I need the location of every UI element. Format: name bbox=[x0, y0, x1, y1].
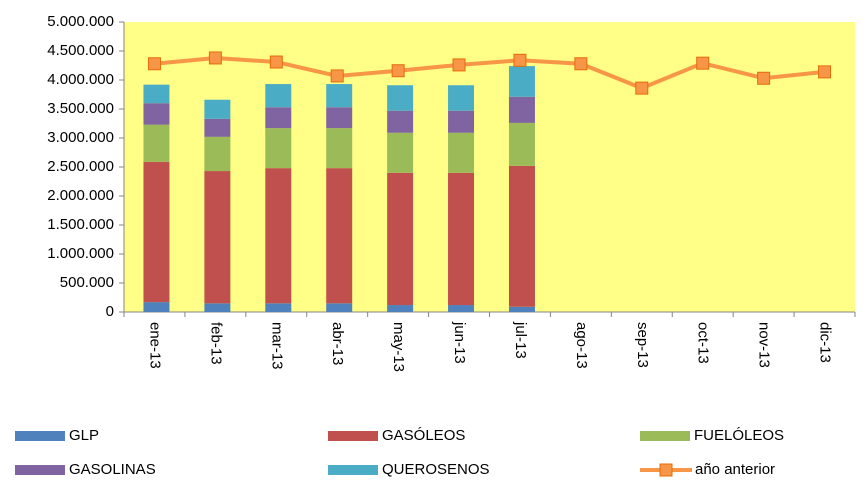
bar-segment bbox=[448, 172, 475, 306]
y-tick-label: 5.000.000 bbox=[47, 13, 114, 30]
bar-segment bbox=[387, 85, 414, 111]
line-marker bbox=[330, 69, 344, 83]
bar-segment bbox=[204, 171, 231, 304]
legend-label: FUELÓLEOS bbox=[694, 427, 784, 444]
legend-label: año anterior bbox=[695, 461, 775, 478]
bar-segment bbox=[387, 110, 414, 133]
bar-segment bbox=[204, 303, 231, 312]
bar-segment bbox=[204, 99, 231, 119]
y-tick-label: 3.500.000 bbox=[47, 100, 114, 117]
y-tick-label: 4.000.000 bbox=[47, 71, 114, 88]
line-marker bbox=[147, 57, 161, 71]
bar-segment bbox=[326, 303, 353, 312]
bar-segment bbox=[387, 172, 414, 306]
legend-label: QUEROSENOS bbox=[382, 461, 490, 478]
line-marker bbox=[513, 53, 527, 67]
y-tick-label: 2.500.000 bbox=[47, 158, 114, 175]
legend-marker bbox=[659, 463, 673, 477]
bar-segment bbox=[143, 103, 170, 125]
legend-swatch bbox=[15, 431, 65, 441]
bar-segment bbox=[265, 303, 292, 312]
bar-segment bbox=[448, 305, 475, 312]
line-marker bbox=[452, 58, 466, 72]
bar-segment bbox=[326, 107, 353, 129]
legend-swatch bbox=[15, 465, 65, 475]
bar-segment bbox=[508, 96, 535, 123]
line bbox=[154, 55, 825, 91]
bar-segment bbox=[387, 305, 414, 312]
y-tick-label: 2.000.000 bbox=[47, 187, 114, 204]
bar-segment bbox=[508, 165, 535, 307]
bar-segment bbox=[143, 84, 170, 104]
bar-segment bbox=[204, 136, 231, 172]
line-marker bbox=[574, 57, 588, 71]
x-tick-label: jun-13 bbox=[451, 321, 468, 364]
line-marker bbox=[269, 55, 283, 69]
x-tick-label: jul-13 bbox=[512, 321, 529, 359]
x-tick-label: nov-13 bbox=[756, 322, 773, 368]
bar-segment bbox=[265, 168, 292, 304]
x-tick-label: ene-13 bbox=[146, 322, 163, 369]
line-marker bbox=[757, 71, 771, 85]
legend-label: GASOLINAS bbox=[69, 461, 156, 478]
y-tick-label: 0 bbox=[106, 303, 114, 320]
bar-segment bbox=[143, 124, 170, 162]
line-marker bbox=[391, 64, 405, 78]
legend-swatch bbox=[328, 465, 378, 475]
bar-segment bbox=[508, 66, 535, 97]
x-tick-label: dic-13 bbox=[817, 322, 834, 363]
y-tick-label: 500.000 bbox=[60, 274, 114, 291]
y-tick-label: 3.000.000 bbox=[47, 129, 114, 146]
bar-segment bbox=[265, 128, 292, 169]
y-tick-label: 1.000.000 bbox=[47, 245, 114, 262]
bar-segment bbox=[326, 128, 353, 169]
legend-label: GLP bbox=[69, 427, 99, 444]
y-tick-label: 1.500.000 bbox=[47, 216, 114, 233]
x-tick-label: sep-13 bbox=[634, 322, 651, 368]
bar-segment bbox=[448, 132, 475, 173]
bar-segment bbox=[265, 107, 292, 129]
x-tick-label: mar-13 bbox=[268, 322, 285, 370]
x-tick-label: oct-13 bbox=[695, 322, 712, 364]
x-tick-label: feb-13 bbox=[207, 322, 224, 365]
x-tick-label: may-13 bbox=[390, 322, 407, 372]
legend-label: GASÓLEOS bbox=[382, 427, 465, 444]
bar-segment bbox=[326, 84, 353, 108]
plot-area bbox=[124, 22, 855, 312]
legend-swatch bbox=[640, 431, 690, 441]
legend-swatch bbox=[328, 431, 378, 441]
bar-segment bbox=[265, 84, 292, 108]
bar-segment bbox=[508, 306, 535, 312]
line-marker bbox=[208, 51, 222, 65]
bar-segment bbox=[143, 302, 170, 312]
y-tick-label: 4.500.000 bbox=[47, 42, 114, 59]
bar-segment bbox=[204, 118, 231, 137]
bar-segment bbox=[508, 122, 535, 166]
bar-segment bbox=[326, 168, 353, 304]
line-marker bbox=[696, 56, 710, 70]
x-tick-label: abr-13 bbox=[329, 322, 346, 365]
bar-segment bbox=[448, 85, 475, 111]
line-marker bbox=[635, 81, 649, 95]
x-tick-label: ago-13 bbox=[573, 322, 590, 369]
bar-segment bbox=[387, 132, 414, 173]
bar-segment bbox=[143, 161, 170, 303]
line-marker bbox=[818, 65, 832, 79]
bar-segment bbox=[448, 110, 475, 133]
